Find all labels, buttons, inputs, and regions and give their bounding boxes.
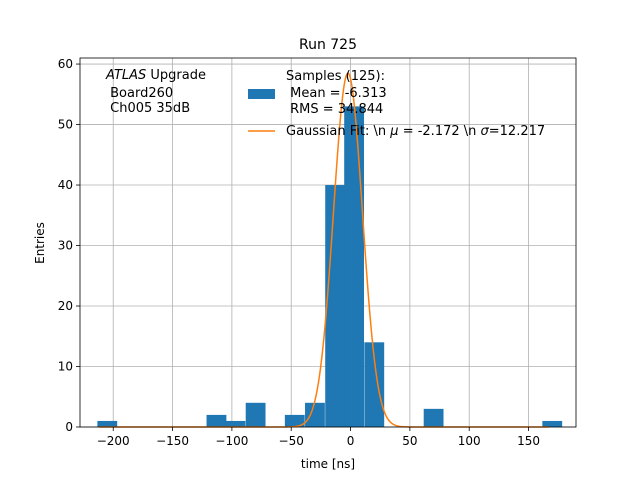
x-axis-label: time [ns] <box>301 457 355 471</box>
y-tick-label: 10 <box>58 360 73 374</box>
histogram-bar <box>245 402 266 427</box>
annotation-line-1: ATLAS Upgrade <box>105 68 206 83</box>
x-tick-label: 50 <box>402 434 417 448</box>
y-tick-label: 0 <box>65 420 73 434</box>
annotation-channel: Ch005 35dB <box>106 101 190 116</box>
y-axis-label: Entries <box>33 222 47 264</box>
y-tick-label: 40 <box>58 178 73 192</box>
x-tick-label: −100 <box>215 434 248 448</box>
legend-fit-label: Gaussian Fit: \n μ = -2.172 \n σ=12.217 <box>286 124 545 139</box>
legend-samples-title: Samples (125): <box>286 69 385 84</box>
histogram-bar <box>423 408 444 427</box>
legend-samples-swatch <box>248 89 275 99</box>
y-tick-label: 30 <box>58 239 73 253</box>
histogram-bar <box>364 342 385 427</box>
x-tick-label: −200 <box>97 434 130 448</box>
atlas-annotation: ATLAS Upgrade Board260 Ch005 35dB <box>105 68 206 116</box>
histogram-bar <box>284 414 305 427</box>
upgrade-word: Upgrade <box>146 68 206 83</box>
fit-label-prefix: Gaussian Fit: \n <box>286 124 390 139</box>
plot-frame <box>79 57 577 428</box>
mu-value: = -2.172 \n <box>399 124 481 139</box>
legend: Samples (125): Mean = -6.313 RMS = 34.84… <box>248 69 545 139</box>
x-axis-ticks: −200 −150 −100 −50 0 50 100 150 <box>97 427 540 448</box>
histogram-bar <box>344 106 365 428</box>
y-axis-ticks: 0 10 20 30 40 50 60 <box>58 57 80 434</box>
x-tick-label: −50 <box>279 434 304 448</box>
annotation-board: Board260 <box>106 86 173 101</box>
y-tick-label: 20 <box>58 299 73 313</box>
atlas-word: ATLAS <box>105 68 146 83</box>
histogram-bar <box>225 420 246 427</box>
legend-samples-rms: RMS = 34.844 <box>286 102 383 117</box>
histogram-bar <box>305 402 325 427</box>
x-tick-label: 100 <box>458 434 481 448</box>
sigma-symbol: σ <box>481 124 490 139</box>
chart-title: Run 725 <box>299 37 357 53</box>
histogram-bar <box>206 414 227 427</box>
histogram-bar <box>97 420 118 427</box>
x-tick-label: 150 <box>517 434 540 448</box>
x-tick-label: 0 <box>347 434 355 448</box>
mu-symbol: μ <box>389 124 398 139</box>
x-tick-label: −150 <box>156 434 189 448</box>
y-tick-label: 50 <box>58 118 73 132</box>
y-tick-label: 60 <box>58 57 73 71</box>
legend-samples-mean: Mean = -6.313 <box>286 86 387 101</box>
sigma-value: =12.217 <box>489 124 545 139</box>
histogram-bars <box>97 106 563 428</box>
histogram-bar <box>325 185 346 427</box>
histogram-bar <box>542 420 563 427</box>
